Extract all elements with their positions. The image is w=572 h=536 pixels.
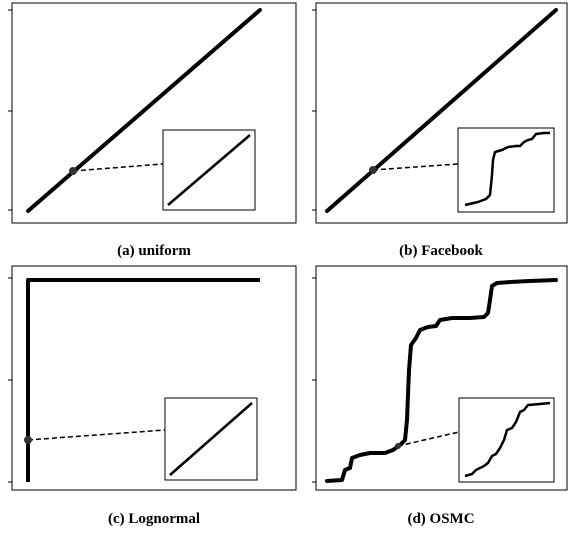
inset-curve <box>464 401 551 478</box>
panel: (c) Lognormal <box>8 265 297 527</box>
panel: (a) uniform <box>8 2 297 259</box>
inset <box>457 127 555 213</box>
panel: (b) Facebook <box>312 2 568 259</box>
zoom-point <box>395 443 401 449</box>
zoom-point <box>24 436 32 444</box>
inset-curve <box>464 131 550 207</box>
caption: (a) uniform <box>117 243 191 259</box>
zoom-link <box>372 163 459 171</box>
curve <box>325 8 558 213</box>
zoom-link <box>27 429 166 441</box>
inset <box>458 397 555 483</box>
plot-frame <box>315 265 568 491</box>
caption: (c) Lognormal <box>108 511 200 527</box>
panel: (d) OSMC <box>312 265 568 527</box>
curve <box>26 278 260 482</box>
inset-curve <box>167 134 251 206</box>
caption: (b) Facebook <box>399 243 483 259</box>
zoom-point <box>69 167 77 175</box>
zoom-point <box>369 166 377 174</box>
plot-frame <box>315 2 568 224</box>
zoom-link <box>397 431 460 447</box>
plot-frame <box>11 2 297 224</box>
caption: (d) OSMC <box>407 511 474 527</box>
curve <box>325 278 558 483</box>
curve <box>26 8 262 213</box>
inset-curve <box>169 402 253 476</box>
plot-frame <box>11 265 297 491</box>
zoom-link <box>72 163 164 172</box>
